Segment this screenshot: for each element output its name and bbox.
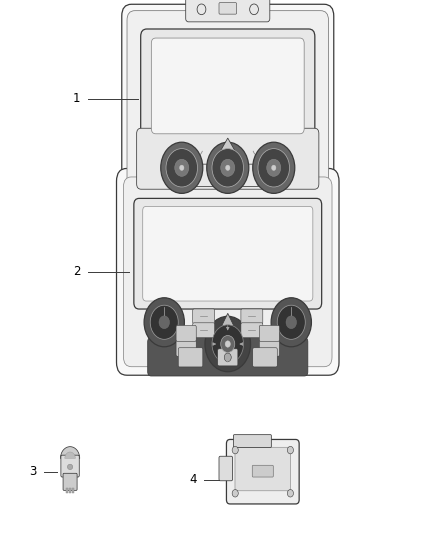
- Polygon shape: [219, 138, 237, 154]
- Circle shape: [205, 316, 251, 372]
- Circle shape: [271, 298, 311, 347]
- Circle shape: [253, 142, 295, 193]
- Circle shape: [159, 316, 170, 329]
- FancyBboxPatch shape: [257, 169, 276, 185]
- Circle shape: [221, 335, 235, 352]
- Text: 2: 2: [73, 265, 81, 278]
- FancyBboxPatch shape: [134, 198, 321, 309]
- Circle shape: [286, 316, 297, 329]
- FancyBboxPatch shape: [61, 455, 79, 477]
- FancyBboxPatch shape: [193, 309, 215, 324]
- Circle shape: [144, 298, 184, 347]
- Wedge shape: [65, 452, 75, 458]
- FancyBboxPatch shape: [122, 4, 334, 198]
- Text: 4: 4: [189, 473, 197, 486]
- FancyBboxPatch shape: [137, 128, 319, 189]
- FancyBboxPatch shape: [219, 456, 233, 481]
- FancyBboxPatch shape: [253, 348, 277, 367]
- Circle shape: [272, 165, 276, 171]
- Circle shape: [180, 165, 184, 171]
- FancyBboxPatch shape: [241, 323, 263, 338]
- FancyBboxPatch shape: [176, 340, 196, 356]
- Circle shape: [267, 159, 281, 176]
- FancyBboxPatch shape: [186, 0, 270, 22]
- Circle shape: [207, 142, 249, 193]
- Circle shape: [161, 142, 203, 193]
- Circle shape: [232, 447, 238, 454]
- FancyBboxPatch shape: [178, 169, 197, 185]
- FancyBboxPatch shape: [233, 435, 271, 448]
- Ellipse shape: [67, 464, 73, 470]
- Text: 3: 3: [29, 465, 36, 478]
- FancyBboxPatch shape: [259, 325, 279, 341]
- Circle shape: [232, 489, 238, 497]
- FancyBboxPatch shape: [235, 447, 291, 491]
- Circle shape: [175, 159, 189, 176]
- FancyBboxPatch shape: [259, 340, 279, 356]
- FancyBboxPatch shape: [219, 3, 237, 14]
- Polygon shape: [222, 313, 234, 326]
- Circle shape: [258, 149, 290, 187]
- Circle shape: [226, 165, 230, 171]
- Circle shape: [287, 489, 293, 497]
- Circle shape: [197, 4, 206, 15]
- FancyBboxPatch shape: [63, 473, 77, 490]
- Circle shape: [150, 305, 178, 340]
- FancyBboxPatch shape: [218, 349, 238, 366]
- FancyBboxPatch shape: [178, 348, 203, 367]
- Circle shape: [287, 447, 293, 454]
- Circle shape: [166, 149, 198, 187]
- Text: 1: 1: [73, 92, 81, 105]
- Circle shape: [224, 353, 231, 361]
- Circle shape: [221, 159, 235, 176]
- FancyBboxPatch shape: [193, 323, 215, 338]
- Wedge shape: [60, 447, 80, 458]
- Bar: [72, 488, 74, 493]
- FancyBboxPatch shape: [195, 164, 261, 187]
- FancyBboxPatch shape: [241, 309, 263, 324]
- Circle shape: [277, 305, 305, 340]
- Circle shape: [225, 341, 230, 347]
- FancyBboxPatch shape: [124, 177, 332, 367]
- FancyBboxPatch shape: [127, 11, 328, 192]
- Bar: [66, 488, 68, 493]
- FancyBboxPatch shape: [148, 337, 308, 376]
- FancyBboxPatch shape: [143, 206, 313, 301]
- FancyBboxPatch shape: [226, 439, 299, 504]
- FancyBboxPatch shape: [117, 168, 339, 375]
- FancyBboxPatch shape: [152, 38, 304, 134]
- Bar: [69, 488, 71, 493]
- Circle shape: [212, 325, 244, 363]
- FancyBboxPatch shape: [252, 465, 273, 477]
- FancyBboxPatch shape: [176, 325, 196, 341]
- Circle shape: [212, 149, 244, 187]
- FancyBboxPatch shape: [141, 29, 315, 143]
- Circle shape: [250, 4, 258, 15]
